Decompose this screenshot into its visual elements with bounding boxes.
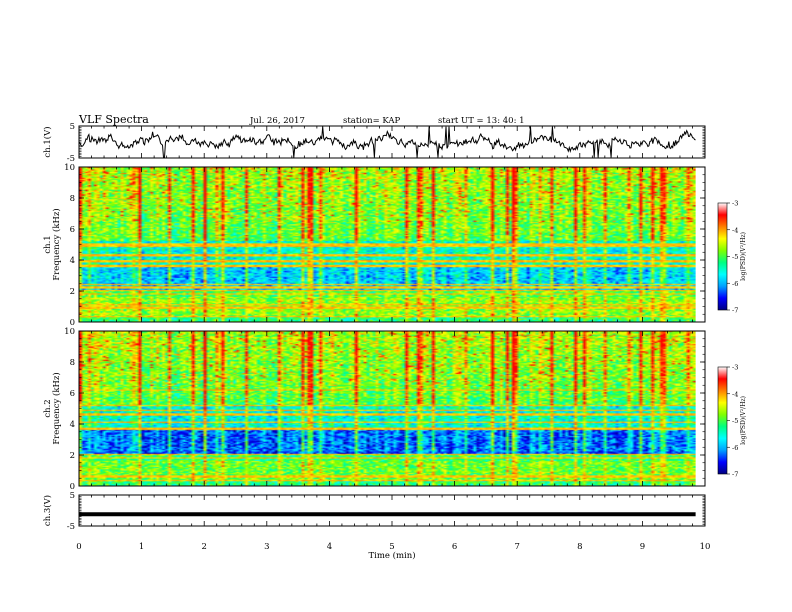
colorbar — [717, 366, 728, 475]
colorbar-tick-label: -6 — [732, 280, 738, 288]
y-axis-label: Frequency (kHz) — [51, 372, 62, 444]
colorbar-tick-label: -5 — [732, 417, 738, 425]
y-tick-label: 0 — [70, 318, 75, 328]
x-tick-label: 2 — [201, 542, 206, 552]
y-axis-label: Frequency (kHz) — [51, 208, 62, 280]
y-tick-label: 10 — [64, 327, 75, 337]
y-axis-label: ch.3(V) — [42, 495, 53, 526]
colorbar — [717, 202, 728, 311]
y-tick-label: 8 — [70, 358, 75, 368]
station-label: station= KAP — [343, 116, 401, 126]
colorbar-tick-label: -3 — [732, 200, 738, 208]
x-tick-label: 10 — [700, 542, 711, 552]
start-time-label: start UT = 13: 40: 1 — [438, 116, 525, 126]
y-tick-label: 8 — [70, 194, 75, 204]
colorbar-tick-label: -3 — [732, 364, 738, 372]
date-label: Jul. 26, 2017 — [250, 116, 305, 126]
y-tick-label: -5 — [67, 154, 75, 164]
colorbar-tick-label: -7 — [732, 307, 738, 315]
colorbar-tick-label: -4 — [732, 226, 738, 234]
y-tick-label: 4 — [70, 256, 75, 266]
y-tick-label: 6 — [70, 225, 75, 235]
y-axis-label: ch.1 — [43, 235, 53, 253]
chart-title: VLF Spectra — [79, 113, 149, 126]
x-tick-label: 9 — [640, 542, 645, 552]
ch1-waveform-line — [78, 126, 696, 158]
y-tick-label: 5 — [70, 491, 75, 501]
x-tick-label: 4 — [327, 542, 332, 552]
y-axis-label: ch.1(V) — [42, 126, 53, 157]
x-tick-label: 5 — [389, 542, 394, 552]
y-tick-label: 2 — [70, 451, 75, 461]
colorbar-tick-label: -7 — [732, 471, 738, 479]
x-tick-label: 6 — [452, 542, 457, 552]
y-tick-label: 2 — [70, 287, 75, 297]
ch2-spectrogram-image — [79, 331, 696, 486]
ch1-spectrogram-image — [79, 167, 696, 322]
x-tick-label: 0 — [76, 542, 81, 552]
y-axis-label: ch.2 — [43, 399, 53, 417]
y-tick-label: -5 — [67, 522, 75, 532]
colorbar-tick-label: -4 — [732, 390, 738, 398]
y-tick-label: 5 — [70, 122, 75, 132]
colorbar-label: log(PSD)(V²/Hz) — [740, 396, 747, 445]
x-tick-label: 7 — [514, 542, 519, 552]
colorbar-label: log(PSD)(V²/Hz) — [740, 232, 747, 281]
x-tick-label: 8 — [577, 542, 582, 552]
x-tick-label: 3 — [264, 542, 269, 552]
y-tick-label: 10 — [64, 163, 75, 173]
x-tick-label: 1 — [139, 542, 144, 552]
colorbar-tick-label: -6 — [732, 444, 738, 452]
y-tick-label: 0 — [70, 482, 75, 492]
y-tick-label: 4 — [70, 420, 75, 430]
colorbar-tick-label: -5 — [732, 253, 738, 261]
y-tick-label: 6 — [70, 389, 75, 399]
x-axis-label: Time (min) — [368, 550, 415, 561]
